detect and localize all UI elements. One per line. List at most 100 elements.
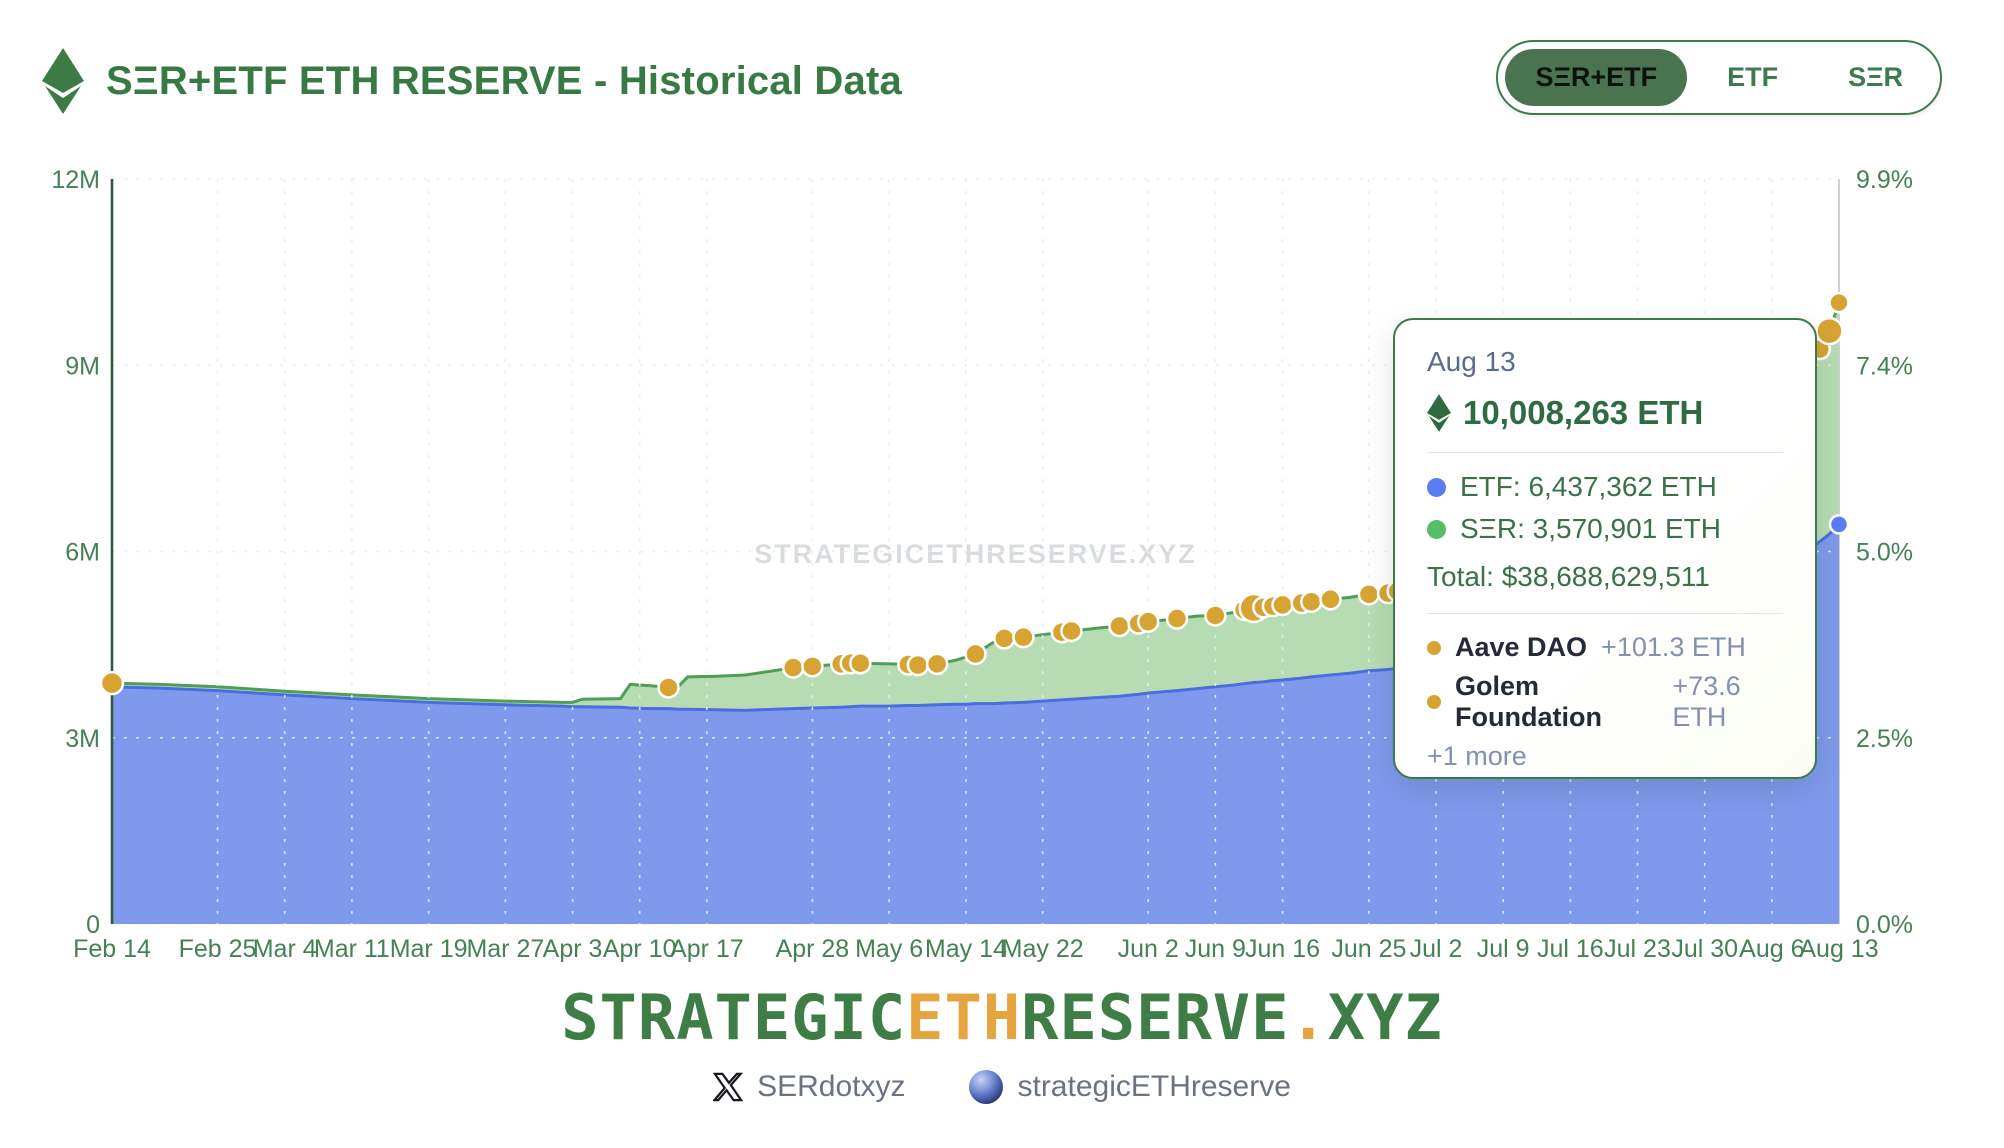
event-marker-dot [99, 670, 125, 696]
tooltip-event-row: Golem Foundation +73.6 ETH [1427, 671, 1783, 733]
event-marker-dot [906, 653, 930, 677]
toggle-option-ser-etf[interactable]: SΞR+ETF [1505, 49, 1688, 106]
chart-tooltip: Aug 13 10,008,263 ETH ETF: 6,437,362 ETH… [1393, 318, 1817, 779]
x-tick-label: Jul 16 [1537, 935, 1604, 963]
toggle-option-etf[interactable]: ETF [1727, 62, 1779, 92]
x-tick-label: Jul 23 [1604, 935, 1671, 963]
tooltip-total-usd: Total: $38,688,629,511 [1427, 561, 1710, 592]
twitter-link[interactable]: SERdotxyz [713, 1070, 905, 1104]
x-tick-label: Mar 11 [314, 935, 390, 963]
footer: STRATEGICETHRESERVE.XYZ SERdotxyz strate… [0, 976, 2004, 1104]
chart-section: STRATEGICETHRESERVE.XYZ 0 3M 6M 9M 12M 0.0% 2.5… [0, 140, 2004, 976]
event-marker-dot [925, 652, 949, 676]
x-tick-label: Apr 3 [543, 935, 603, 963]
tooltip-divider-2 [1427, 613, 1783, 614]
tooltip-etf-value: ETF: 6,437,362 ETH [1460, 471, 1717, 502]
tooltip-ser-row: SΞR: 3,570,901 ETH [1427, 513, 1783, 545]
x-tick-label: Mar 4 [253, 935, 317, 963]
event-name: Golem Foundation [1455, 671, 1602, 732]
y-right-tick-label: 2.5% [1856, 725, 1913, 753]
y-right-tick-label: 7.4% [1856, 352, 1913, 380]
eth-icon [1427, 394, 1451, 432]
logo-part: RESERVE [1021, 981, 1290, 1054]
site-logo: STRATEGICETHRESERVE.XYZ [0, 976, 2004, 1060]
etf-legend-dot-icon [1427, 477, 1446, 497]
x-tick-label: Mar 19 [390, 935, 468, 963]
toggle-option-ser[interactable]: SΞR [1848, 62, 1903, 92]
y-left-tick-label: 9M [65, 352, 100, 380]
x-tick-label: Mar 27 [466, 935, 544, 963]
y-right-tick-label: 5.0% [1856, 539, 1913, 567]
x-tick-label: Aug 6 [1739, 935, 1804, 963]
event-marker-dot [1815, 316, 1844, 346]
view-toggle: SΞR+ETF ETF SΞR [1496, 40, 1942, 115]
logo-part: . [1289, 981, 1328, 1054]
globe-icon [969, 1069, 1004, 1104]
x-tick-label: Jun 9 [1185, 935, 1246, 963]
x-tick-label: Apr 28 [776, 935, 850, 963]
event-marker-dot [1319, 588, 1342, 611]
tooltip-total-eth: 10,008,263 ETH [1463, 394, 1704, 431]
etf-area [112, 524, 1839, 924]
tooltip-more-events: +1 more [1427, 741, 1527, 771]
y-left-tick-label: 0 [86, 911, 100, 939]
header: SΞR+ETF ETH RESERVE - Historical Data SΞ… [0, 0, 2004, 140]
y-right-tick-label: 0.0% [1856, 911, 1913, 939]
event-delta: +73.6 ETH [1672, 671, 1741, 732]
x-tick-label: Jul 2 [1410, 935, 1463, 963]
logo-part: XYZ [1327, 981, 1443, 1054]
x-tick-label: May 14 [925, 935, 1007, 963]
event-marker-dot [1271, 593, 1294, 617]
logo-part: ETH [906, 981, 1022, 1054]
eth-diamond-logo [42, 48, 84, 114]
event-marker-dot [1060, 619, 1083, 643]
ser-legend-dot-icon [1427, 519, 1446, 539]
event-marker-dot [1136, 610, 1160, 633]
event-marker-dot [1300, 590, 1323, 614]
farcaster-link[interactable]: strategicETHreserve [969, 1069, 1291, 1104]
y-right-tick-label: 9.9% [1856, 166, 1913, 194]
farcaster-handle: strategicETHreserve [1017, 1069, 1291, 1103]
event-marker-dot [993, 627, 1016, 650]
x-tick-label: May 22 [1002, 935, 1084, 963]
x-tick-label: Feb 14 [73, 935, 151, 963]
tooltip-etf-row: ETF: 6,437,362 ETH [1427, 471, 1783, 503]
y-left-tick-label: 12M [51, 166, 100, 194]
x-tick-label: Aug 13 [1799, 935, 1878, 963]
x-tick-label: Jun 25 [1331, 935, 1406, 963]
event-marker-dot [1357, 583, 1381, 606]
event-marker-dot [1828, 291, 1850, 314]
event-name: Aave DAO [1455, 632, 1588, 662]
event-marker-dot [849, 652, 872, 675]
x-tick-label: May 6 [855, 935, 923, 963]
event-dot-icon [1427, 640, 1441, 655]
event-marker-dot [1012, 625, 1035, 649]
page-title: SΞR+ETF ETH RESERVE - Historical Data [106, 58, 902, 103]
tooltip-date: Aug 13 [1427, 346, 1516, 377]
event-marker-dot [801, 655, 824, 678]
y-left-tick-label: 6M [65, 539, 100, 567]
x-tick-label: Apr 17 [670, 935, 744, 963]
tooltip-total-eth-row: 10,008,263 ETH [1427, 394, 1783, 432]
tooltip-ser-value: SΞR: 3,570,901 ETH [1460, 513, 1721, 544]
event-dot-icon [1427, 695, 1441, 709]
axis-labels: 0 3M 6M 9M 12M 0.0% 2.5% 5.0% 7.4% 9.9% Feb 14 Feb … [51, 166, 1913, 963]
event-marker-dot [1165, 607, 1189, 630]
tooltip-event-row: Aave DAO +101.3 ETH [1427, 632, 1783, 663]
event-marker-dot [657, 676, 680, 699]
x-logo-icon [713, 1072, 744, 1101]
etf-end-dot [1828, 514, 1850, 535]
event-delta: +101.3 ETH [1601, 632, 1746, 662]
tooltip-divider [1427, 452, 1783, 453]
twitter-handle: SERdotxyz [757, 1069, 906, 1103]
watermark: STRATEGICETHRESERVE.XYZ [754, 539, 1197, 569]
event-marker-dot [1204, 604, 1227, 627]
x-tick-label: Jun 16 [1245, 935, 1320, 963]
x-tick-label: Jul 30 [1671, 935, 1738, 963]
social-links: SERdotxyz strategicETHreserve [0, 1069, 2004, 1104]
x-tick-label: Jul 9 [1477, 935, 1530, 963]
y-left-tick-label: 3M [65, 725, 100, 753]
x-tick-label: Jun 2 [1118, 935, 1179, 963]
x-tick-label: Feb 25 [179, 935, 257, 963]
